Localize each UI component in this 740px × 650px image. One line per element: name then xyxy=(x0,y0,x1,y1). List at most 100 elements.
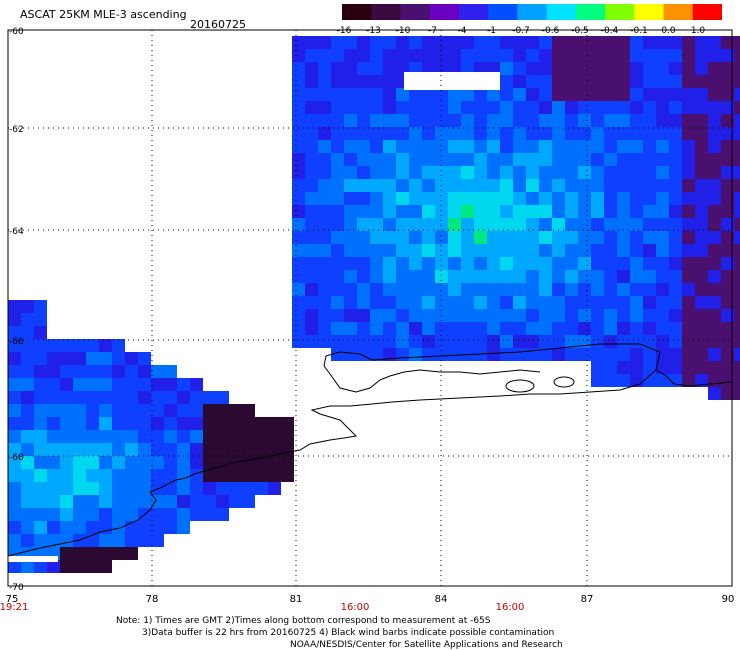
data-pixel xyxy=(357,49,370,62)
data-pixel xyxy=(708,387,721,400)
data-pixel xyxy=(383,218,396,231)
data-pixel xyxy=(617,153,630,166)
colorbar-label: 1.0 xyxy=(690,26,706,36)
data-pixel xyxy=(669,283,682,296)
data-pixel xyxy=(448,114,461,127)
data-pixel xyxy=(708,374,721,387)
data-pixel xyxy=(565,218,578,231)
data-pixel xyxy=(682,322,695,335)
data-pixel xyxy=(409,283,422,296)
data-pixel xyxy=(370,179,383,192)
data-pixel xyxy=(409,153,422,166)
data-pixel xyxy=(268,417,281,430)
data-pixel xyxy=(591,218,604,231)
data-pixel xyxy=(99,495,112,508)
data-pixel xyxy=(99,560,112,573)
data-pixel xyxy=(682,36,695,49)
data-pixel xyxy=(292,140,305,153)
data-pixel xyxy=(99,352,112,365)
data-pixel xyxy=(591,296,604,309)
data-pixel xyxy=(539,127,552,140)
data-pixel xyxy=(21,508,34,521)
data-pixel xyxy=(513,205,526,218)
data-pixel xyxy=(409,348,422,361)
data-pixel xyxy=(695,75,708,88)
data-pixel xyxy=(656,140,669,153)
data-pixel xyxy=(565,335,578,348)
data-pixel xyxy=(565,283,578,296)
data-pixel xyxy=(21,300,34,313)
data-pixel xyxy=(682,374,695,387)
island-outline xyxy=(505,379,535,393)
data-pixel xyxy=(370,296,383,309)
data-pixel xyxy=(383,101,396,114)
data-pixel xyxy=(435,62,448,75)
data-pixel xyxy=(370,36,383,49)
colorbar-label: -1 xyxy=(487,26,496,36)
data-pixel xyxy=(370,101,383,114)
data-pixel xyxy=(216,404,229,417)
data-pixel xyxy=(721,322,734,335)
data-pixel xyxy=(331,205,344,218)
data-pixel xyxy=(344,127,357,140)
data-pixel xyxy=(164,443,177,456)
data-pixel xyxy=(734,296,740,309)
data-pixel xyxy=(409,335,422,348)
data-pixel xyxy=(344,335,357,348)
data-pixel xyxy=(409,179,422,192)
data-pixel xyxy=(695,62,708,75)
data-pixel xyxy=(229,430,242,443)
data-pixel xyxy=(526,49,539,62)
longitude-label: 81 xyxy=(289,594,303,605)
data-pixel xyxy=(242,417,255,430)
data-pixel xyxy=(578,205,591,218)
data-pixel xyxy=(656,88,669,101)
data-pixel xyxy=(151,404,164,417)
data-pixel xyxy=(591,140,604,153)
data-pixel xyxy=(318,140,331,153)
data-pixel xyxy=(396,270,409,283)
data-pixel xyxy=(734,75,740,88)
data-pixel xyxy=(552,192,565,205)
data-pixel xyxy=(396,218,409,231)
data-pixel xyxy=(203,443,216,456)
data-pixel xyxy=(500,348,513,361)
data-pixel xyxy=(305,192,318,205)
data-pixel xyxy=(500,283,513,296)
data-pixel xyxy=(500,309,513,322)
data-pixel xyxy=(474,218,487,231)
data-pixel xyxy=(734,166,740,179)
data-pixel xyxy=(708,36,721,49)
data-pixel xyxy=(370,127,383,140)
product-date: 20160725 xyxy=(190,18,246,31)
data-pixel xyxy=(435,296,448,309)
data-pixel xyxy=(73,521,86,534)
data-pixel xyxy=(721,218,734,231)
data-pixel xyxy=(344,140,357,153)
data-pixel xyxy=(461,179,474,192)
data-pixel xyxy=(47,482,60,495)
colorbar-label: -7 xyxy=(428,26,437,36)
product-title: ASCAT 25KM MLE-3 ascending xyxy=(20,8,187,21)
data-pixel xyxy=(643,244,656,257)
data-pixel xyxy=(487,101,500,114)
data-pixel xyxy=(435,101,448,114)
data-pixel xyxy=(8,326,21,339)
data-pixel xyxy=(99,508,112,521)
data-pixel xyxy=(448,218,461,231)
data-pixel xyxy=(99,443,112,456)
data-pixel xyxy=(34,339,47,352)
data-pixel xyxy=(305,231,318,244)
data-pixel xyxy=(305,335,318,348)
data-pixel xyxy=(474,244,487,257)
data-pixel xyxy=(487,179,500,192)
data-pixel xyxy=(47,443,60,456)
data-pixel xyxy=(73,430,86,443)
data-pixel xyxy=(138,391,151,404)
data-pixel xyxy=(721,335,734,348)
data-pixel xyxy=(60,352,73,365)
data-pixel xyxy=(526,36,539,49)
data-pixel xyxy=(500,114,513,127)
data-pixel xyxy=(305,322,318,335)
data-pixel xyxy=(177,430,190,443)
